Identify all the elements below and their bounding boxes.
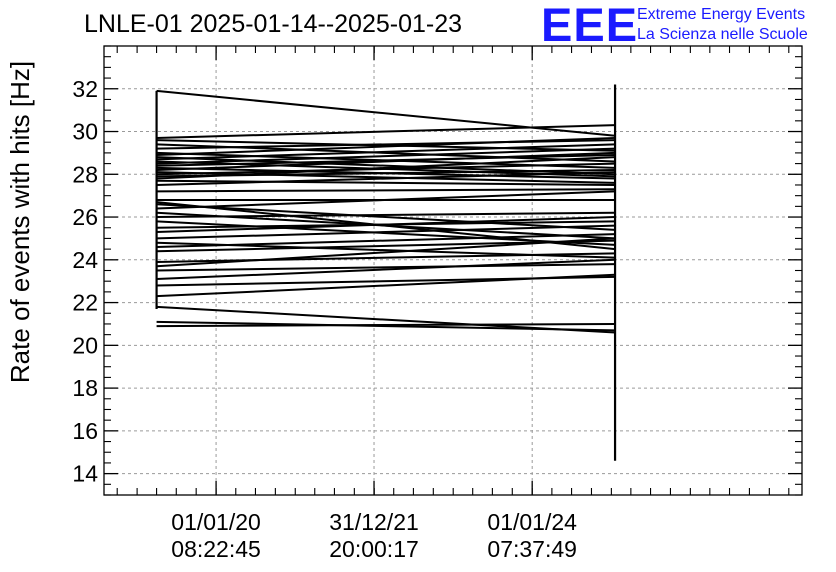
rate-segment — [156, 139, 616, 152]
rate-segment — [156, 190, 616, 210]
rate-segment — [156, 258, 616, 281]
rate-segment — [156, 156, 616, 180]
logo-line-2: La Scienza nelle Scuole — [637, 26, 808, 43]
rate-segment — [156, 273, 616, 298]
x-tick-time: 07:37:49 — [487, 536, 577, 562]
rate-segment — [156, 188, 616, 193]
rate-segment — [156, 263, 616, 272]
rate-segment — [156, 179, 616, 186]
eee-logo: EEE — [541, 0, 638, 51]
y-tick-label: 28 — [72, 161, 98, 187]
rate-segment — [156, 124, 616, 139]
rate-segment — [156, 143, 616, 161]
chart-title: LNLE-01 2025-01-14--2025-01-23 — [84, 10, 462, 38]
rate-segment — [156, 224, 616, 240]
rate-segment — [156, 89, 616, 137]
rate-segment — [156, 322, 616, 328]
y-tick-label: 22 — [72, 290, 98, 316]
rate-segment — [156, 171, 616, 184]
rate-segment — [156, 162, 616, 176]
y-tick-label: 20 — [72, 332, 98, 358]
y-tick-label: 32 — [72, 76, 98, 102]
y-axis-label: Rate of events with hits [Hz] — [5, 61, 35, 383]
rate-segment — [156, 203, 616, 231]
y-tick-label: 18 — [72, 375, 98, 401]
rate-segment — [156, 211, 616, 219]
rate-series — [155, 84, 617, 461]
rate-segment — [156, 136, 616, 157]
x-tick-date: 01/01/24 — [487, 509, 577, 535]
x-tick-time: 08:22:45 — [171, 536, 261, 562]
y-tick-label: 16 — [72, 418, 98, 444]
y-tick-label: 24 — [72, 247, 98, 273]
x-tick-date: 31/12/21 — [329, 509, 419, 535]
rate-segment — [156, 320, 616, 332]
rate-segment — [156, 233, 616, 248]
rate-segment — [156, 252, 616, 263]
y-tick-label: 14 — [72, 461, 98, 487]
rate-segment — [156, 216, 616, 234]
x-tick-time: 20:00:17 — [329, 536, 419, 562]
rate-segment — [156, 147, 616, 165]
y-tick-label: 26 — [72, 204, 98, 230]
rate-segment — [156, 151, 616, 172]
y-tick-label: 30 — [72, 119, 98, 145]
rate-segment — [156, 237, 616, 268]
rate-segment — [156, 154, 616, 167]
logo-line-1: Extreme Energy Events — [637, 6, 805, 23]
x-tick-date: 01/01/20 — [171, 509, 261, 535]
rate-segment — [156, 220, 616, 246]
rate-segment — [156, 171, 616, 186]
